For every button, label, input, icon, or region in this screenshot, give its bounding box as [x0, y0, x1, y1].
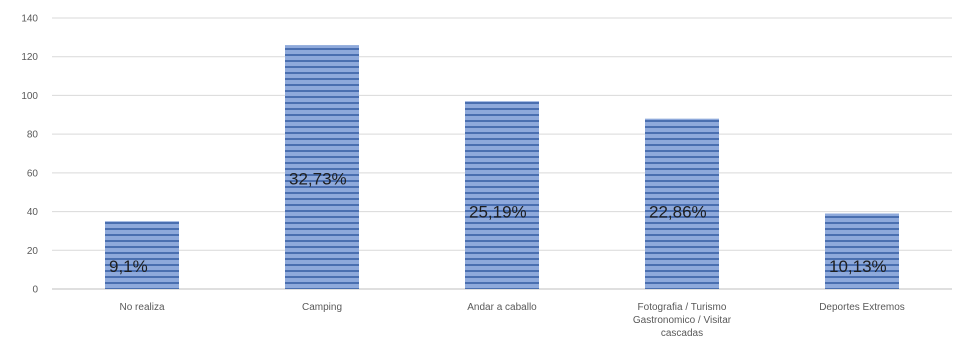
data-label: 32,73% — [289, 170, 347, 189]
x-category-label-line: No realiza — [119, 302, 164, 313]
x-category-label-line: Fotografia / Turismo — [638, 302, 727, 313]
data-labels: 9,1% 32,73% 25,19% 22,86% 10,13% — [109, 170, 887, 276]
x-category-label: Fotografia / Turismo Gastronomico / Visit… — [633, 302, 732, 339]
x-category-label: Camping — [302, 302, 342, 313]
bar — [465, 101, 539, 289]
x-category-label: No realiza — [119, 302, 164, 313]
bar — [285, 45, 359, 289]
y-axis-ticks: 0 20 40 60 80 100 120 140 — [21, 14, 38, 296]
x-category-label-line: cascadas — [661, 328, 703, 339]
bars — [105, 45, 899, 290]
y-tick-label: 60 — [27, 168, 39, 179]
x-category-label: Andar a caballo — [467, 302, 537, 313]
y-tick-label: 120 — [21, 52, 38, 63]
data-label: 25,19% — [469, 203, 527, 222]
x-axis-categories: No realiza Camping Andar a caballo Fotograf… — [119, 302, 904, 339]
bar — [825, 213, 899, 289]
y-tick-label: 20 — [27, 246, 39, 257]
bar — [105, 221, 179, 289]
x-category-label: Deportes Extremos — [819, 302, 905, 313]
x-category-label-line: Camping — [302, 302, 342, 313]
data-label: 10,13% — [829, 257, 887, 276]
y-tick-label: 40 — [27, 207, 39, 218]
y-tick-label: 80 — [27, 130, 39, 141]
x-category-label-line: Deportes Extremos — [819, 302, 905, 313]
x-category-label-line: Andar a caballo — [467, 302, 537, 313]
data-label: 22,86% — [649, 203, 707, 222]
y-tick-label: 0 — [32, 285, 38, 296]
bar — [645, 118, 719, 290]
x-category-label-line: Gastronomico / Visitar — [633, 315, 732, 326]
data-label: 9,1% — [109, 257, 148, 276]
y-tick-label: 100 — [21, 91, 38, 102]
y-tick-label: 140 — [21, 14, 38, 25]
